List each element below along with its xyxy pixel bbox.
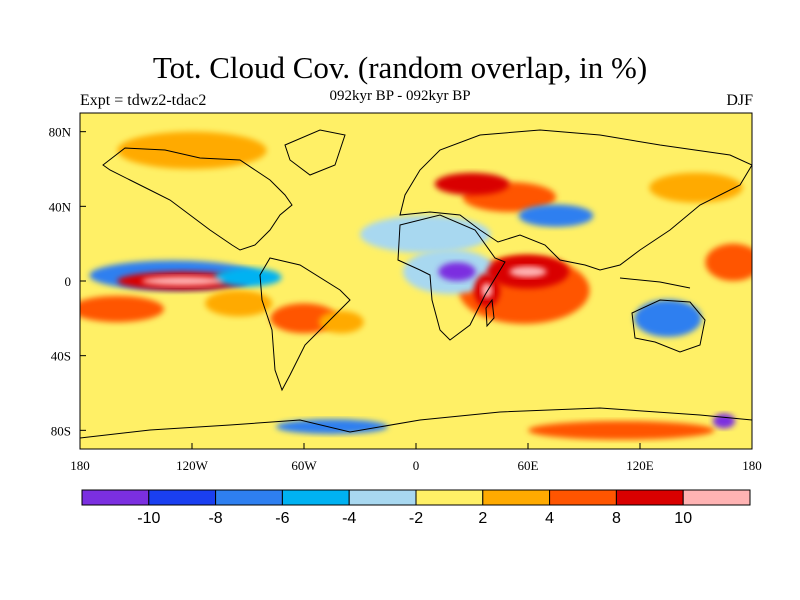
colorbar-swatch-3 bbox=[281, 489, 350, 506]
coastline-eurasia bbox=[399, 129, 752, 271]
anomaly-region-25 bbox=[705, 243, 752, 281]
coastline-greenland bbox=[284, 129, 346, 176]
colorbar-swatch-1 bbox=[148, 489, 217, 506]
x-axis: 180 120W 60W 0 60E 120E 180 bbox=[70, 443, 762, 473]
colorbar-label-8: 10 bbox=[674, 510, 692, 527]
coastline-madagascar bbox=[485, 298, 495, 328]
y-tick-label-3: 40S bbox=[51, 349, 71, 364]
coastline-antarctica bbox=[80, 407, 752, 439]
y-tick-label-4: 80S bbox=[51, 423, 71, 438]
colorbar-swatch-6 bbox=[482, 489, 551, 506]
x-tick-label-1: 120W bbox=[176, 458, 209, 473]
colorbar: -10 -8 -6 -4 -2 2 4 8 10 bbox=[81, 489, 751, 527]
anomaly-region-21 bbox=[712, 413, 736, 429]
x-tick-label-4: 60E bbox=[518, 458, 539, 473]
coastline-africa bbox=[397, 214, 506, 341]
anomaly-region-11 bbox=[360, 215, 491, 253]
anomaly-region-14 bbox=[509, 266, 547, 278]
colorbar-label-1: -8 bbox=[208, 510, 222, 527]
colorbar-label-2: -6 bbox=[275, 510, 289, 527]
colorbar-swatch-4 bbox=[348, 489, 417, 506]
colorbar-label-0: -10 bbox=[137, 510, 160, 527]
y-tick-label-2: 0 bbox=[65, 274, 72, 289]
anomaly-regions bbox=[80, 131, 752, 440]
anomaly-region-24 bbox=[649, 172, 743, 203]
colorbar-label-6: 4 bbox=[545, 510, 554, 527]
colorbar-label-3: -4 bbox=[342, 510, 356, 527]
x-tick-label-0: 180 bbox=[70, 458, 90, 473]
anomaly-region-0 bbox=[141, 276, 224, 286]
x-tick-label-3: 0 bbox=[413, 458, 420, 473]
map-subtitle: 092kyr BP - 092kyr BP bbox=[329, 88, 471, 104]
y-axis: 80N 40N 0 40S 80S bbox=[49, 125, 86, 438]
map-title: Tot. Cloud Cov. (random overlap, in %) bbox=[152, 50, 648, 85]
anomaly-region-20 bbox=[634, 299, 702, 338]
x-tick-label-5: 120E bbox=[626, 458, 654, 473]
colorbar-swatch-9 bbox=[682, 489, 751, 506]
x-tick-label-2: 60W bbox=[291, 458, 317, 473]
anomaly-region-7 bbox=[318, 310, 364, 334]
anomaly-region-18 bbox=[434, 172, 510, 196]
anomaly-region-3 bbox=[214, 267, 282, 287]
colorbar-swatch-2 bbox=[215, 489, 283, 506]
season-label: DJF bbox=[726, 92, 753, 109]
anomaly-region-19 bbox=[518, 204, 594, 227]
anomaly-region-4 bbox=[80, 295, 164, 323]
colorbar-swatch-5 bbox=[415, 489, 484, 506]
colorbar-label-4: -2 bbox=[409, 510, 423, 527]
coastline-south-america bbox=[259, 257, 351, 392]
map-plot-area bbox=[80, 113, 752, 449]
colorbar-swatch-0 bbox=[81, 489, 150, 506]
colorbar-label-7: 8 bbox=[612, 510, 621, 527]
coastlines bbox=[80, 129, 752, 439]
colorbar-label-5: 2 bbox=[478, 510, 487, 527]
y-tick-label-0: 80N bbox=[49, 125, 72, 140]
anomaly-region-22 bbox=[528, 421, 715, 440]
y-tick-label-1: 40N bbox=[49, 199, 72, 214]
x-tick-label-6: 180 bbox=[742, 458, 762, 473]
anomaly-region-9 bbox=[438, 262, 476, 281]
experiment-label: Expt = tdwz2-tdac2 bbox=[80, 92, 207, 109]
colorbar-swatch-8 bbox=[615, 489, 684, 506]
colorbar-swatch-7 bbox=[549, 489, 617, 506]
coastline-australia bbox=[631, 299, 706, 353]
anomaly-region-8 bbox=[276, 419, 388, 435]
coastline-indonesia bbox=[619, 277, 691, 289]
anomaly-region-5 bbox=[205, 290, 273, 317]
coastline-north-america bbox=[102, 147, 293, 251]
